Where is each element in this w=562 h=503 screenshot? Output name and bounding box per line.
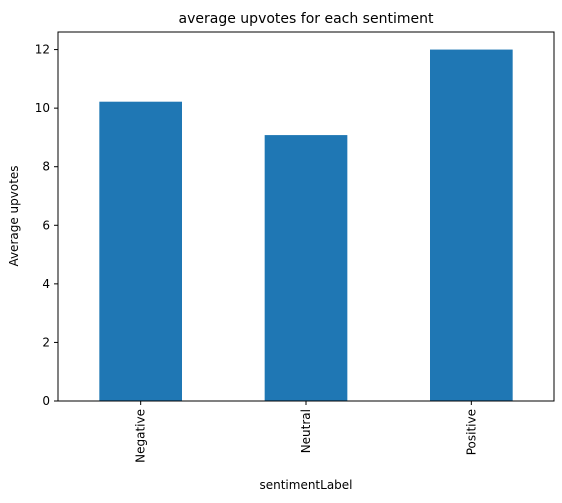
x-axis-label: sentimentLabel: [259, 478, 352, 492]
bar-negative: [99, 101, 182, 401]
plot-frame: [57, 31, 555, 402]
y-tick-label: 4: [42, 277, 50, 291]
x-tick-label: Negative: [134, 409, 148, 463]
chart-title: average upvotes for each sentiment: [179, 11, 434, 27]
y-tick-label: 12: [35, 43, 50, 57]
bars-group: [99, 49, 513, 401]
bar-positive: [430, 49, 513, 401]
x-tick-label: Positive: [464, 409, 478, 455]
x-axis-ticks: Negative Neutral Positive: [134, 401, 478, 463]
y-axis-label: Average upvotes: [7, 165, 21, 266]
y-tick-label: 10: [35, 101, 50, 115]
y-tick-label: 8: [42, 160, 50, 174]
y-axis-ticks: 0 2 4 6 8 10 12: [35, 43, 58, 408]
y-tick-label: 6: [42, 218, 50, 232]
y-tick-label: 0: [42, 394, 50, 408]
x-tick-label: Neutral: [299, 409, 313, 453]
y-tick-label: 2: [42, 335, 50, 349]
bar-neutral: [264, 135, 348, 401]
